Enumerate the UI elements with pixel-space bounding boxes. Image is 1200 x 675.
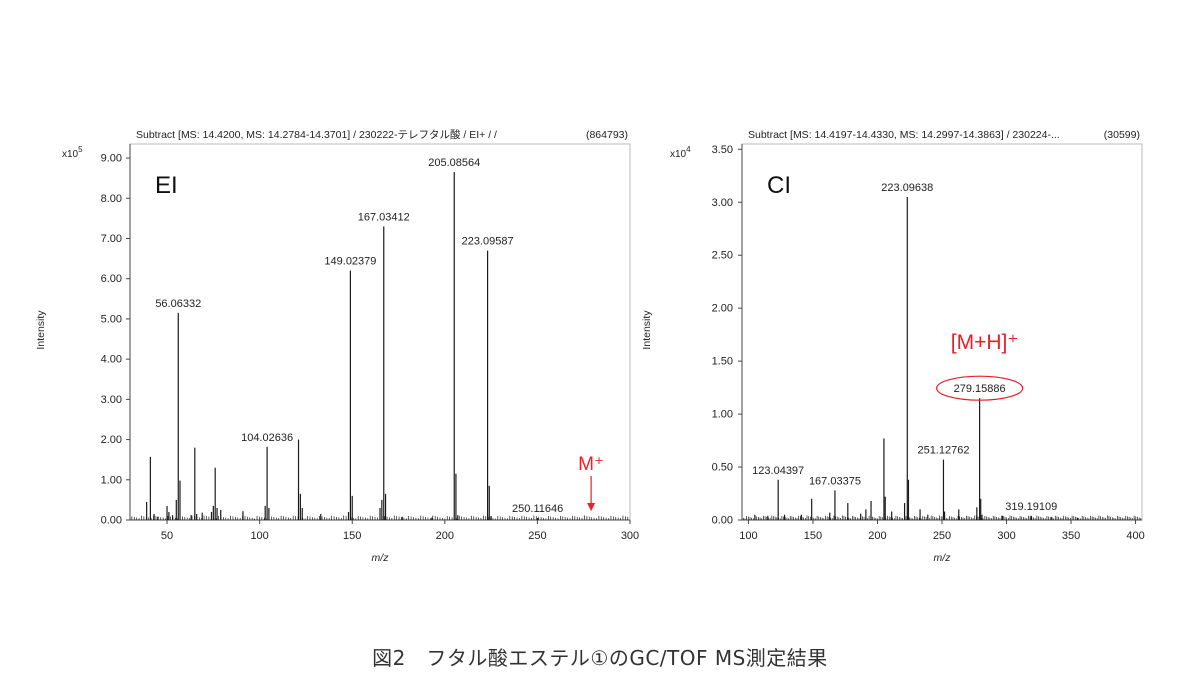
peak-label: 123.04397 xyxy=(752,465,804,477)
total-intensity: (864793) xyxy=(586,129,628,141)
x-axis-label: m/z xyxy=(372,552,390,564)
protonated-ion-annotation: [M+H]⁺ xyxy=(951,331,1019,354)
peak-label: 167.03412 xyxy=(358,211,410,223)
y-tick-label: 3.00 xyxy=(101,394,122,406)
molecular-ion-annotation: M⁺ xyxy=(578,454,604,475)
x-axis-label: m/z xyxy=(934,552,952,564)
figure-caption: 図2 フタル酸エステル①のGC/TOF MS測定結果 xyxy=(372,646,828,670)
peak-label: 149.02379 xyxy=(324,256,376,268)
y-tick-label: 2.00 xyxy=(712,303,733,315)
y-tick-label: 1.00 xyxy=(101,474,122,486)
y-tick-label: 1.50 xyxy=(712,356,733,368)
plot-frame xyxy=(129,143,631,521)
peak-label: 250.11646 xyxy=(512,503,563,515)
y-tick-label: 7.00 xyxy=(101,233,122,245)
y-tick-label: 2.50 xyxy=(712,250,733,262)
peak-label: 223.09638 xyxy=(881,182,933,194)
x-tick-label: 100 xyxy=(250,530,268,542)
peak-label: 319.19109 xyxy=(1005,501,1057,513)
y-multiplier-exponent: 5 xyxy=(78,145,83,154)
spectrum-header: Subtract [MS: 14.4200, MS: 14.2784-14.37… xyxy=(136,128,497,141)
x-tick-label: 350 xyxy=(1062,530,1080,542)
x-tick-label: 400 xyxy=(1126,530,1144,542)
x-tick-label: 250 xyxy=(933,530,951,542)
x-tick-label: 200 xyxy=(436,530,454,542)
peak-label: 279.15886 xyxy=(954,383,1006,395)
plot-frame xyxy=(741,143,1143,521)
x-tick-label: 250 xyxy=(528,530,546,542)
x-tick-label: 200 xyxy=(868,530,886,542)
peak-label: 223.09587 xyxy=(462,236,514,248)
y-tick-label: 3.50 xyxy=(712,144,733,156)
y-axis-label: Intensity xyxy=(35,310,47,350)
peak-label: 104.02636 xyxy=(241,432,293,444)
highlight-ellipse xyxy=(936,375,1024,401)
y-tick-label: 5.00 xyxy=(101,313,122,325)
peak-label: 251.12762 xyxy=(917,445,969,457)
annotation-arrow-head xyxy=(587,503,596,511)
spectrum-panel-ei: Subtract [MS: 14.4200, MS: 14.2784-14.37… xyxy=(35,128,639,564)
y-multiplier: x104 xyxy=(670,145,691,160)
total-intensity: (30599) xyxy=(1104,129,1140,141)
y-tick-label: 1.00 xyxy=(712,409,733,421)
y-multiplier-exponent: 4 xyxy=(686,145,691,154)
spectrum-panel-ci: Subtract [MS: 14.4197-14.4330, MS: 14.29… xyxy=(641,129,1145,564)
y-tick-label: 6.00 xyxy=(101,273,122,285)
y-axis-label: Intensity xyxy=(641,310,653,350)
peak-label: 167.03375 xyxy=(809,475,861,487)
x-tick-label: 150 xyxy=(804,530,822,542)
y-multiplier: x105 xyxy=(62,145,83,160)
y-tick-label: 3.00 xyxy=(712,197,733,209)
panel-label: CI xyxy=(767,172,791,199)
x-tick-label: 50 xyxy=(161,530,173,542)
x-tick-label: 300 xyxy=(997,530,1015,542)
spectrum-header: Subtract [MS: 14.4197-14.4330, MS: 14.29… xyxy=(748,129,1060,141)
y-tick-label: 0.00 xyxy=(712,515,733,527)
x-tick-label: 300 xyxy=(621,530,639,542)
peak-label: 56.06332 xyxy=(155,298,201,310)
panel-label: EI xyxy=(155,172,178,199)
y-tick-label: 8.00 xyxy=(101,193,122,205)
y-tick-label: 9.00 xyxy=(101,153,122,165)
y-tick-label: 0.50 xyxy=(712,462,733,474)
x-tick-label: 100 xyxy=(739,530,757,542)
peak-label: 205.08564 xyxy=(428,157,480,169)
x-tick-label: 150 xyxy=(343,530,361,542)
y-tick-label: 0.00 xyxy=(101,515,122,527)
y-tick-label: 2.00 xyxy=(101,434,122,446)
y-tick-label: 4.00 xyxy=(101,354,122,366)
